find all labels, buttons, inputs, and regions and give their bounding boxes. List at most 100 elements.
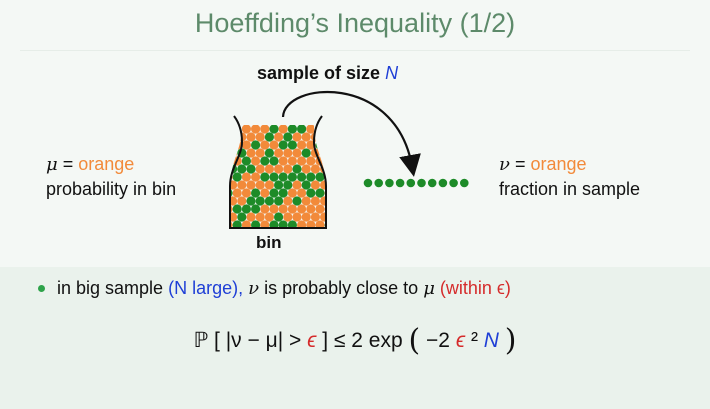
marble [251,125,261,134]
marble [232,172,242,182]
marble [241,140,251,150]
marble [246,180,256,190]
marble [260,125,270,134]
marble [230,125,233,134]
marble [278,188,288,198]
marble [274,180,284,190]
marble [269,125,279,134]
marble [306,172,316,182]
marble [292,180,302,190]
sample-marble [460,178,469,188]
marble [292,148,302,158]
marble [232,204,242,214]
marble [246,148,256,158]
marble [310,180,320,190]
marble [283,148,293,158]
marble [292,164,302,174]
marble [237,212,247,222]
marble [274,164,284,174]
marble [278,156,288,166]
sample-marble [449,178,458,188]
marble [292,132,302,142]
sample-description: ν = orange fraction in sample [499,152,640,202]
nu-meaning: fraction in sample [499,179,641,199]
marble [264,132,274,142]
sample-marble [438,178,448,188]
marble [264,164,274,174]
marble [264,196,274,206]
marble [260,172,270,182]
marble [246,164,256,174]
marble [264,148,274,158]
marble [246,196,256,206]
marble [274,148,284,158]
mu-meaning: probability in bin [46,179,177,199]
marble [283,196,293,206]
bin-diagram [229,90,469,229]
marble [283,132,293,142]
marble [306,125,316,134]
marble [310,212,320,222]
marble [264,180,274,190]
sample-marble [363,178,373,188]
marble [255,196,265,206]
sample-marble [406,178,416,188]
marble [274,132,284,142]
marble [269,172,279,182]
marble [278,140,288,150]
marble [264,212,274,222]
marble [301,180,311,190]
marble [297,204,307,214]
marble [251,188,261,198]
marble [287,156,297,166]
marble [301,212,311,222]
marble [237,196,247,206]
marble [292,212,302,222]
statement-panel [0,267,710,409]
marble [306,188,316,198]
marble [320,196,326,206]
marble [310,196,320,206]
marble [301,148,311,158]
marble [237,164,247,174]
marble [269,140,279,150]
marble [232,188,242,198]
marble [324,156,326,166]
bin-marbles [230,125,326,228]
sample-marble [385,178,394,188]
marble [320,148,326,158]
bin-outline [229,115,327,229]
mu-definition: μ = orange [46,154,135,175]
marble [255,164,265,174]
marble [315,140,325,150]
marble [230,148,238,158]
marble [287,188,297,198]
marble [315,188,325,198]
marble [278,125,288,134]
sample-marbles [363,178,469,188]
marble [260,156,270,166]
bullet-text: in big sample (N large), ν is probably c… [57,278,511,299]
sample-caption-text: sample of size [257,63,381,83]
title-divider [20,50,690,51]
marble [251,172,261,182]
marble [283,180,293,190]
marble [251,204,261,214]
marble [301,196,311,206]
marble [251,140,261,150]
marble [278,172,288,182]
marble [278,204,288,214]
marble [241,156,251,166]
marble [306,156,316,166]
hoeffding-formula: ℙ [ |ν − μ| > ϵ ] ≤ 2 exp ( −2 ϵ ² N ) [193,323,517,358]
sample-caption: sample of size N [257,63,398,84]
sample-marble [395,178,405,188]
marble [246,132,256,142]
marble [287,140,297,150]
marble [306,204,316,214]
bin-label: bin [256,233,282,252]
marble [297,156,307,166]
slide-title: Hoeffding’s Inequality (1/2) [194,8,516,38]
marble [241,125,251,134]
